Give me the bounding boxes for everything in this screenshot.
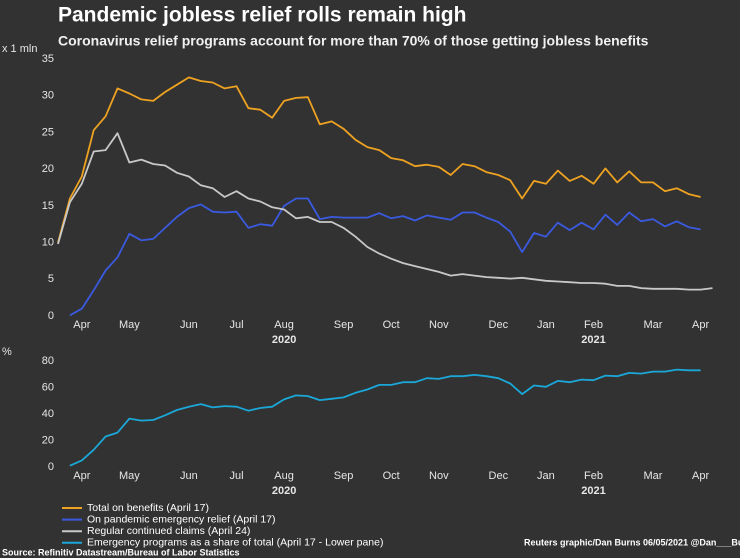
x-tick-label: Feb <box>584 470 603 482</box>
x-tick-label: Sep <box>334 470 354 482</box>
x-tick-label: Oct <box>383 319 400 331</box>
credit: Reuters graphic/Dan Burns 06/05/2021 @Da… <box>524 537 740 547</box>
legend-label: On pandemic emergency relief (April 17) <box>87 513 276 525</box>
y-tick-label: 30 <box>42 90 54 102</box>
x-tick-label: Nov <box>429 470 449 482</box>
x-tick-label: Apr <box>692 470 709 482</box>
y-axis-label: % <box>2 346 12 358</box>
y-tick-label: 20 <box>42 163 54 175</box>
y-axis-label: x 1 mln <box>2 43 37 55</box>
x-tick-label: Oct <box>383 470 400 482</box>
x-tick-label: Nov <box>429 319 449 331</box>
x-tick-label: Apr <box>692 319 709 331</box>
x-tick-label: Dec <box>489 319 509 331</box>
x-tick-label: Jan <box>537 319 555 331</box>
x-tick-label: May <box>119 470 140 482</box>
y-tick-label: 20 <box>42 434 54 446</box>
series-line <box>57 132 713 291</box>
source: Source: Refinitiv Datastream/Bureau of L… <box>2 547 240 557</box>
x-tick-label: Aug <box>274 470 294 482</box>
y-tick-label: 40 <box>42 408 54 420</box>
x-tick-label: Sep <box>334 319 354 331</box>
y-tick-label: 0 <box>48 310 54 322</box>
x-tick-label: Jun <box>180 319 198 331</box>
x-tick-label: Dec <box>489 470 509 482</box>
y-tick-label: 60 <box>42 381 54 393</box>
x-tick-label: Aug <box>274 319 294 331</box>
x-tick-label: Mar <box>644 319 663 331</box>
series-line <box>57 76 701 243</box>
x-tick-label: May <box>119 319 140 331</box>
legend-label: Emergency programs as a share of total (… <box>87 537 383 549</box>
legend-label: Total on benefits (April 17) <box>87 502 209 514</box>
x-tick-label: Jan <box>537 470 555 482</box>
x-tick-label: Mar <box>644 470 663 482</box>
x-tick-label: Jul <box>229 470 243 482</box>
x-tick-label: Feb <box>584 319 603 331</box>
x-group-label: 2020 <box>272 334 296 346</box>
x-tick-label: Apr <box>73 470 90 482</box>
chart-subtitle: Coronavirus relief programs account for … <box>58 33 649 49</box>
x-tick-label: Jun <box>180 470 198 482</box>
y-tick-label: 80 <box>42 355 54 367</box>
x-tick-label: Apr <box>73 319 90 331</box>
y-tick-label: 0 <box>48 461 54 473</box>
series-line <box>69 197 701 317</box>
y-tick-label: 25 <box>42 126 54 138</box>
x-group-label: 2021 <box>581 334 605 346</box>
y-tick-label: 35 <box>42 53 54 65</box>
series-line <box>69 368 701 467</box>
y-tick-label: 15 <box>42 200 54 212</box>
y-tick-label: 10 <box>42 236 54 248</box>
legend-label: Regular continued claims (April 24) <box>87 525 250 537</box>
y-tick-label: 5 <box>48 273 54 285</box>
x-tick-label: Jul <box>229 319 243 331</box>
chart-title: Pandemic jobless relief rolls remain hig… <box>58 4 466 27</box>
x-group-label: 2021 <box>581 485 605 497</box>
x-group-label: 2020 <box>272 485 296 497</box>
